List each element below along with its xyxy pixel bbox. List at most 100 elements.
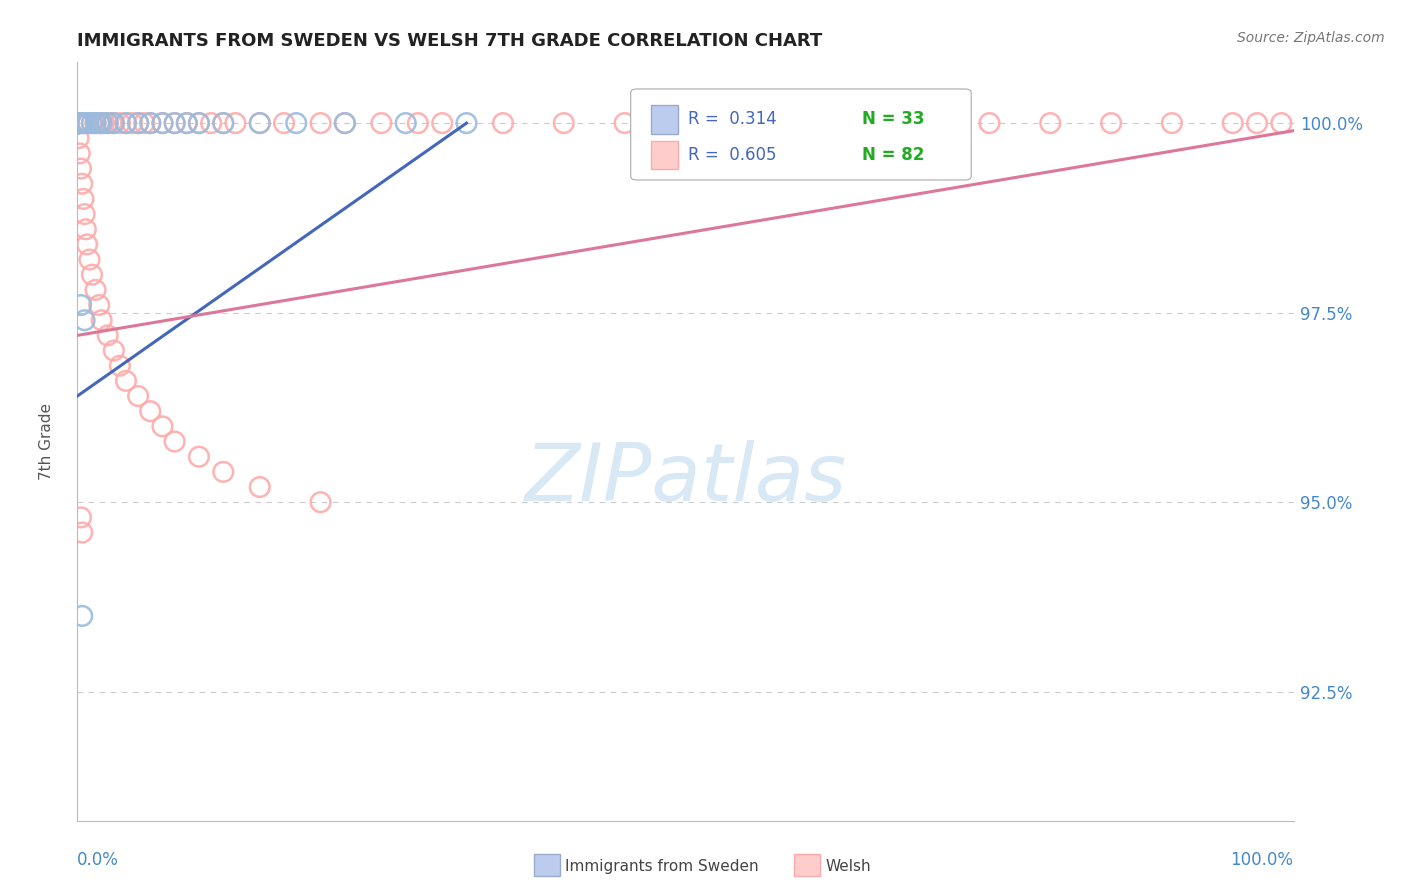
Point bbox=[108, 116, 131, 130]
Text: 100.0%: 100.0% bbox=[1230, 851, 1294, 869]
Point bbox=[89, 298, 111, 312]
Point bbox=[73, 207, 96, 221]
Point bbox=[249, 480, 271, 494]
Point bbox=[115, 116, 138, 130]
Point bbox=[121, 116, 143, 130]
Point bbox=[70, 609, 93, 624]
Point bbox=[139, 116, 162, 130]
Point bbox=[67, 131, 90, 145]
Point bbox=[72, 192, 94, 206]
Point bbox=[76, 237, 98, 252]
Point bbox=[675, 116, 697, 130]
Point bbox=[139, 116, 162, 130]
Point bbox=[84, 116, 107, 130]
FancyBboxPatch shape bbox=[631, 89, 972, 180]
Point bbox=[188, 450, 211, 464]
Point bbox=[80, 268, 103, 282]
Point bbox=[67, 116, 90, 130]
Point bbox=[70, 510, 93, 524]
Point bbox=[108, 359, 131, 373]
Point bbox=[72, 116, 94, 130]
Point bbox=[200, 116, 222, 130]
Point bbox=[69, 146, 91, 161]
Point bbox=[70, 525, 93, 540]
Point bbox=[139, 404, 162, 418]
Text: N = 33: N = 33 bbox=[862, 111, 924, 128]
Point bbox=[100, 116, 122, 130]
Point bbox=[67, 116, 90, 130]
Text: R =  0.605: R = 0.605 bbox=[688, 146, 776, 164]
Point bbox=[90, 116, 112, 130]
Point bbox=[77, 116, 100, 130]
Point bbox=[188, 116, 211, 130]
Point bbox=[188, 116, 211, 130]
Point bbox=[67, 116, 90, 130]
Point bbox=[163, 116, 186, 130]
Text: IMMIGRANTS FROM SWEDEN VS WELSH 7TH GRADE CORRELATION CHART: IMMIGRANTS FROM SWEDEN VS WELSH 7TH GRAD… bbox=[77, 32, 823, 50]
Point bbox=[176, 116, 198, 130]
Point bbox=[735, 116, 758, 130]
Point bbox=[127, 116, 149, 130]
Point bbox=[856, 116, 879, 130]
Point bbox=[492, 116, 515, 130]
Point bbox=[333, 116, 356, 130]
Point bbox=[115, 116, 138, 130]
Point bbox=[406, 116, 429, 130]
Text: R =  0.314: R = 0.314 bbox=[688, 111, 776, 128]
Point bbox=[67, 116, 90, 130]
Point bbox=[89, 116, 111, 130]
Point bbox=[84, 283, 107, 297]
Point bbox=[97, 116, 120, 130]
Point bbox=[553, 116, 575, 130]
Point bbox=[103, 116, 125, 130]
Point bbox=[176, 116, 198, 130]
Point bbox=[67, 116, 90, 130]
Point bbox=[115, 374, 138, 388]
Point bbox=[212, 116, 235, 130]
Point bbox=[67, 116, 90, 130]
Point bbox=[75, 116, 97, 130]
Point bbox=[456, 116, 478, 130]
Text: Source: ZipAtlas.com: Source: ZipAtlas.com bbox=[1237, 31, 1385, 45]
Point bbox=[90, 116, 112, 130]
Text: ZIPatlas: ZIPatlas bbox=[524, 441, 846, 518]
Point bbox=[93, 116, 115, 130]
Point bbox=[67, 116, 90, 130]
Point bbox=[285, 116, 308, 130]
Point bbox=[77, 116, 100, 130]
Point bbox=[70, 298, 93, 312]
Point bbox=[979, 116, 1001, 130]
Point bbox=[395, 116, 418, 130]
Point bbox=[70, 177, 93, 191]
Point bbox=[1161, 116, 1184, 130]
Text: Immigrants from Sweden: Immigrants from Sweden bbox=[565, 859, 759, 873]
Point bbox=[75, 116, 97, 130]
Point bbox=[134, 116, 156, 130]
Point bbox=[67, 116, 90, 130]
Point bbox=[224, 116, 246, 130]
Point bbox=[273, 116, 295, 130]
Point bbox=[430, 116, 453, 130]
Point bbox=[67, 116, 90, 130]
Point bbox=[72, 116, 94, 130]
Point bbox=[89, 116, 111, 130]
Point bbox=[67, 116, 90, 130]
Point bbox=[103, 116, 125, 130]
Point bbox=[103, 343, 125, 358]
Point bbox=[1039, 116, 1062, 130]
Point bbox=[163, 434, 186, 449]
Point bbox=[212, 465, 235, 479]
Point bbox=[73, 313, 96, 327]
Point bbox=[67, 116, 90, 130]
Text: 7th Grade: 7th Grade bbox=[39, 403, 55, 480]
Point bbox=[152, 116, 174, 130]
Point bbox=[309, 116, 332, 130]
Point bbox=[80, 116, 103, 130]
Point bbox=[333, 116, 356, 130]
Point bbox=[80, 116, 103, 130]
Point bbox=[796, 116, 818, 130]
Point bbox=[249, 116, 271, 130]
Point bbox=[127, 116, 149, 130]
Point bbox=[67, 116, 90, 130]
Point bbox=[90, 313, 112, 327]
